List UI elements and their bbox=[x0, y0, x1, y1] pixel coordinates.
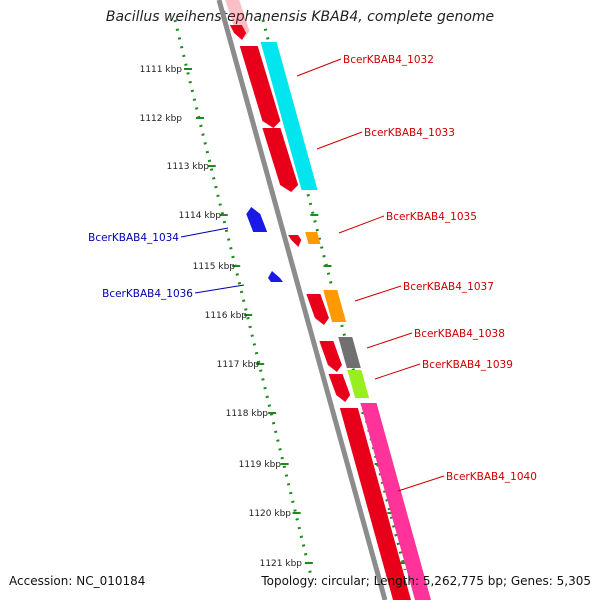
orange-cds-block bbox=[305, 232, 321, 244]
gene-leader-line bbox=[397, 475, 445, 492]
forward-cds-block bbox=[328, 374, 351, 402]
gene-label: BcerKBAB4_1037 bbox=[403, 281, 494, 293]
position-label: 1113 kbp bbox=[167, 162, 210, 172]
gene-leader-line bbox=[338, 215, 385, 234]
gene-label: BcerKBAB4_1036 bbox=[102, 288, 193, 300]
position-label: 1111 kbp bbox=[140, 65, 183, 75]
forward-cds-block bbox=[262, 128, 299, 192]
reverse-cds-block bbox=[246, 207, 268, 232]
gene-label: BcerKBAB4_1032 bbox=[343, 54, 434, 66]
position-label: 1117 kbp bbox=[217, 360, 260, 370]
genes-text: Genes: 5,305 bbox=[510, 574, 591, 588]
genome-info: Topology: circular; Length: 5,262,775 bp;… bbox=[261, 574, 591, 588]
orange-cds-block bbox=[323, 290, 347, 322]
gene-leader-line bbox=[296, 58, 342, 77]
gene-label: BcerKBAB4_1034 bbox=[88, 232, 179, 244]
backbone-line bbox=[216, 0, 388, 600]
cyan-cds-block bbox=[260, 42, 300, 123]
pink-cds-block bbox=[360, 403, 431, 600]
topology-text: Topology: circular; bbox=[261, 574, 370, 588]
accession-text: Accession: NC_010184 bbox=[9, 574, 146, 588]
forward-cds-block bbox=[339, 408, 411, 600]
gene-label: BcerKBAB4_1038 bbox=[414, 328, 505, 340]
length-text: Length: 5,262,775 bp; bbox=[373, 574, 508, 588]
gene-leader-line bbox=[374, 363, 421, 380]
reverse-cds-block bbox=[267, 271, 284, 282]
gene-label: BcerKBAB4_1035 bbox=[386, 211, 477, 223]
grey-cds-block bbox=[338, 337, 361, 368]
forward-cds-block bbox=[306, 294, 329, 325]
gene-leader-line bbox=[180, 227, 229, 238]
position-label: 1120 kbp bbox=[249, 509, 292, 519]
position-label: 1112 kbp bbox=[140, 114, 183, 124]
gene-label: BcerKBAB4_1033 bbox=[364, 127, 455, 139]
forward-cds-block bbox=[239, 46, 281, 128]
position-label: 1114 kbp bbox=[179, 211, 222, 221]
gene-leader-line bbox=[194, 284, 245, 294]
map-title: Bacillus weihenstephanensis KBAB4, compl… bbox=[105, 9, 495, 25]
lime-cds-block bbox=[347, 370, 370, 398]
gene-label: BcerKBAB4_1039 bbox=[422, 359, 513, 371]
gene-leader-line bbox=[366, 332, 413, 349]
gene-label: BcerKBAB4_1040 bbox=[446, 471, 537, 483]
forward-cds-block bbox=[288, 235, 302, 247]
position-label: 1118 kbp bbox=[226, 409, 269, 419]
position-label: 1119 kbp bbox=[239, 460, 282, 470]
position-label: 1121 kbp bbox=[260, 559, 303, 569]
forward-cds-block bbox=[319, 341, 342, 372]
gene-leader-line bbox=[354, 285, 402, 302]
gene-leader-line bbox=[316, 131, 363, 150]
cyan-cds-block bbox=[283, 123, 318, 190]
position-label: 1115 kbp bbox=[193, 262, 236, 272]
forward-cds-block bbox=[229, 25, 247, 40]
position-label: 1116 kbp bbox=[205, 311, 248, 321]
reverse-tick-line bbox=[173, 19, 314, 581]
